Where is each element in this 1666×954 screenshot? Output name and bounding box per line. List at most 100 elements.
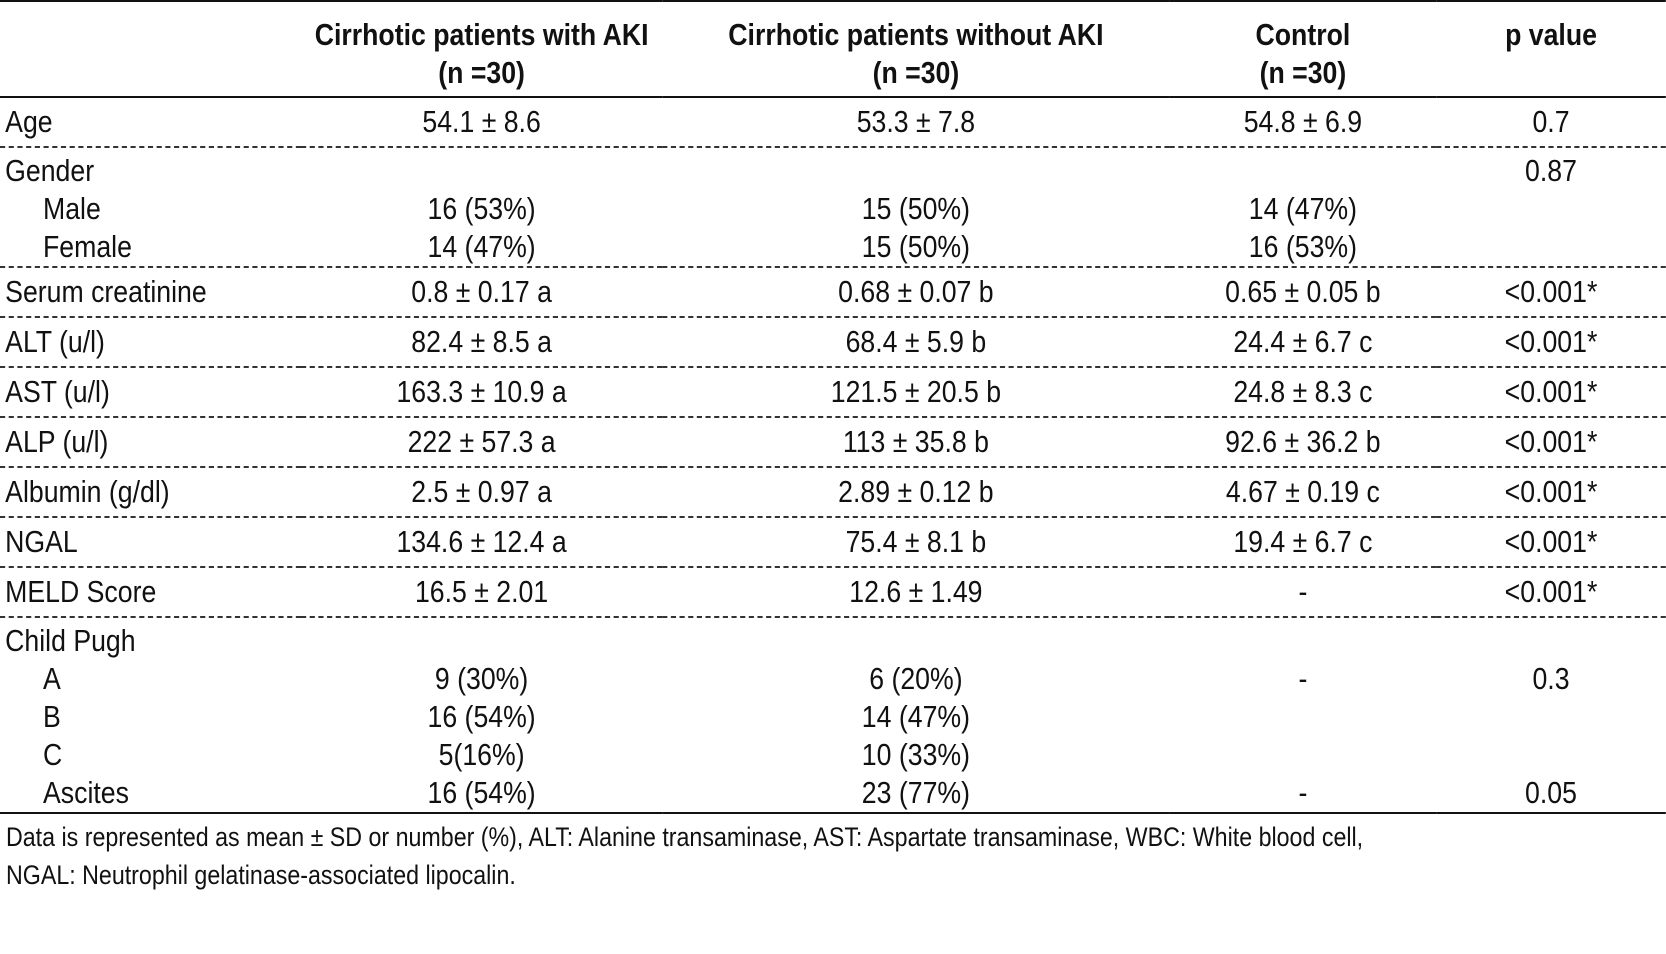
cell-control: 24.4 ± 6.7 c [1169,317,1437,368]
cell-p-value: <0.001* [1436,517,1666,568]
cell-no-aki: 12.6 ± 1.49 [662,567,1170,618]
row-label: Female [0,228,301,268]
table-row-serum-creatinine: Serum creatinine 0.8 ± 0.17 a 0.68 ± 0.0… [0,267,1666,318]
cell-p-value: <0.001* [1436,267,1666,318]
cell-control: 0.65 ± 0.05 b [1169,267,1437,318]
cell-aki: 16 (53%) [427,191,536,226]
cell-p-value [1436,228,1666,268]
cell-aki: 54.1 ± 8.6 [301,97,663,148]
footnote-line-2: NGAL: Neutrophil gelatinase-associated l… [6,860,516,890]
cell-no-aki: 68.4 ± 5.9 b [662,317,1170,368]
cell-aki: 16.5 ± 2.01 [301,567,663,618]
table-row-child-pugh-a: A 9 (30%) 6 (20%) - 0.3 [0,660,1666,698]
row-label: ALP (u/l) [0,417,301,468]
row-label: MELD Score [0,567,301,618]
cell-p-value [1436,617,1666,660]
table-row-child-pugh: Child Pugh [0,617,1666,660]
cell-p-value [1436,698,1666,736]
table-row-child-pugh-b: B 16 (54%) 14 (47%) [0,698,1666,736]
header-cell-control: Control (n =30) [1169,0,1437,98]
cell-p-value: <0.001* [1436,367,1666,418]
cell-p-value: <0.001* [1436,417,1666,468]
cell-control: 14 (47%) [1248,191,1357,226]
header-cell-no-aki: Cirrhotic patients without AKI (n =30) [662,0,1170,98]
cell-no-aki: 0.68 ± 0.07 b [662,267,1170,318]
row-label: Age [0,97,301,148]
row-label: ALT (u/l) [0,317,301,368]
table-row-ast: AST (u/l) 163.3 ± 10.9 a 121.5 ± 20.5 b … [0,367,1666,418]
cell-aki: 9 (30%) [434,661,529,696]
cell-control: - [1169,567,1437,618]
header-cell-blank [0,0,301,98]
cell-no-aki: 121.5 ± 20.5 b [662,367,1170,418]
cell-aki [301,147,662,190]
header-no-aki-n: (n =30) [872,55,960,90]
table-body: Age 54.1 ± 8.6 53.3 ± 7.8 54.8 ± 6.9 0.7… [0,97,1666,814]
row-label: A [43,661,61,696]
cell-aki: 5(16%) [438,737,525,772]
row-label: Ascites [0,774,301,814]
cell-no-aki: 23 (77%) [662,774,1170,814]
table-row-age: Age 54.1 ± 8.6 53.3 ± 7.8 54.8 ± 6.9 0.7 [0,97,1666,148]
header-p-value-title: p value [1505,17,1597,52]
cell-no-aki [662,617,1169,660]
header-control-title: Control [1255,17,1351,52]
cell-control: 19.4 ± 6.7 c [1169,517,1437,568]
table-row-child-pugh-c: C 5(16%) 10 (33%) [0,736,1666,774]
cell-no-aki: 53.3 ± 7.8 [662,97,1170,148]
cell-aki: 0.8 ± 0.17 a [301,267,663,318]
cell-aki: 16 (54%) [427,699,536,734]
cell-p-value: 0.3 [1532,661,1570,696]
row-label: Serum creatinine [0,267,301,318]
cell-p-value [1436,736,1666,774]
cell-p-value: <0.001* [1436,467,1666,518]
header-aki-n: (n =30) [438,55,525,90]
table-row-male: Male 16 (53%) 15 (50%) 14 (47%) [0,190,1666,228]
table-row-female: Female 14 (47%) 15 (50%) 16 (53%) [0,228,1666,268]
header-no-aki-title: Cirrhotic patients without AKI [728,17,1104,52]
cell-control [1170,698,1437,736]
header-row: Cirrhotic patients with AKI (n =30) Cirr… [0,0,1666,98]
cell-control: 4.67 ± 0.19 c [1169,467,1437,518]
cell-control: 24.8 ± 8.3 c [1169,367,1437,418]
row-label: Child Pugh [5,623,136,658]
cell-aki: 222 ± 57.3 a [301,417,663,468]
cell-no-aki: 14 (47%) [861,699,970,734]
row-label: Albumin (g/dl) [0,467,301,518]
cell-p-value: 0.7 [1436,97,1666,148]
cell-no-aki: 10 (33%) [861,737,970,772]
results-table: Cirrhotic patients with AKI (n =30) Cirr… [0,0,1666,814]
cell-no-aki: 15 (50%) [662,228,1170,268]
cell-aki: 16 (54%) [301,774,663,814]
cell-control: - [1298,661,1308,696]
cell-aki: 14 (47%) [301,228,663,268]
table-row-alp: ALP (u/l) 222 ± 57.3 a 113 ± 35.8 b 92.6… [0,417,1666,468]
row-label: NGAL [0,517,301,568]
cell-aki: 2.5 ± 0.97 a [301,467,663,518]
cell-no-aki: 113 ± 35.8 b [662,417,1170,468]
row-label: Gender [5,153,95,188]
footnote-line-1: Data is represented as mean ± SD or numb… [6,822,1364,852]
table-row-albumin: Albumin (g/dl) 2.5 ± 0.97 a 2.89 ± 0.12 … [0,467,1666,518]
header-aki-title: Cirrhotic patients with AKI [314,17,649,52]
cell-control [1170,617,1437,660]
cell-p-value: <0.001* [1436,567,1666,618]
header-control-n: (n =30) [1259,55,1347,90]
row-label: AST (u/l) [0,367,301,418]
cell-aki: 82.4 ± 8.5 a [301,317,663,368]
cell-p-value [1436,190,1666,228]
cell-p-value: <0.001* [1436,317,1666,368]
table-row-ascites: Ascites 16 (54%) 23 (77%) - 0.05 [0,774,1666,814]
cell-control: 54.8 ± 6.9 [1169,97,1437,148]
header-cell-p-value: p value [1436,0,1666,98]
cell-no-aki: 6 (20%) [869,661,963,696]
cell-no-aki: 15 (50%) [861,191,970,226]
cell-p-value: 0.87 [1525,153,1577,188]
row-label: C [43,737,63,772]
cell-control: - [1169,774,1437,814]
cell-aki: 163.3 ± 10.9 a [301,367,663,418]
row-label: B [43,699,61,734]
cell-control: 92.6 ± 36.2 b [1169,417,1437,468]
table-row-meld: MELD Score 16.5 ± 2.01 12.6 ± 1.49 - <0.… [0,567,1666,618]
